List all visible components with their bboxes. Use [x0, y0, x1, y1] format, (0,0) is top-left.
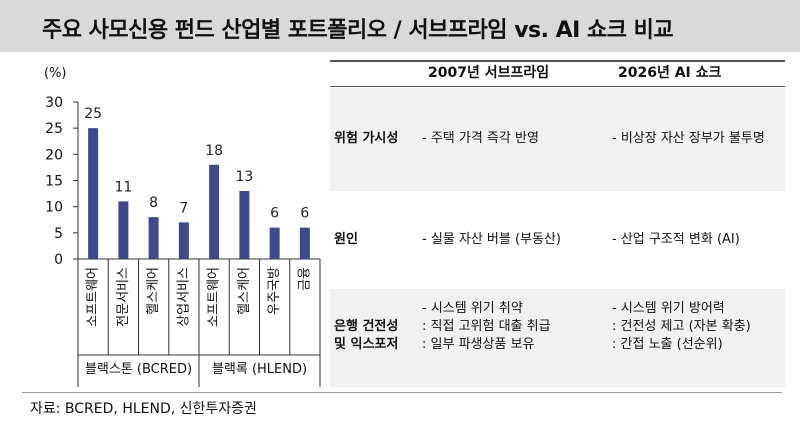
source-note: 자료: BCRED, HLEND, 신한투자증권: [30, 401, 257, 417]
row-head-line: 원인: [334, 232, 358, 247]
bar-chart-svg: (%) 0 5 10 15 20 25 30 블랙스톤 (BCRED) 블랙록 (HLEND) 25…: [44, 66, 321, 387]
cell-line: - 실물 자산 버블 (부동산): [422, 232, 562, 247]
category-label: 상업서비스: [176, 267, 191, 327]
source-rule: [22, 392, 782, 393]
category-label: 우주국방: [267, 267, 282, 315]
bar: [178, 222, 189, 259]
row-head-line: 위험 가시성: [334, 131, 399, 146]
data-label: 25: [84, 106, 102, 122]
group-label: 블랙스톤 (BCRED): [85, 362, 192, 377]
row-head-line: 은행 건전성: [334, 319, 399, 334]
group-label: 블랙록 (HLEND): [212, 362, 307, 377]
cell-2007-visibility: - 주택 가격 즉각 반영: [422, 130, 539, 148]
y-tick-label: 5: [54, 226, 63, 242]
category-label: 헬스케어: [237, 267, 252, 315]
cell-line: : 일부 파생상품 보유: [422, 337, 535, 352]
cell-2026-bank: - 시스템 위기 방어력 : 건전성 제고 (자본 확충) : 간접 노출 (선…: [612, 300, 751, 354]
cell-line: - 비상장 자산 장부가 불투명: [612, 131, 765, 146]
data-label: 8: [149, 195, 158, 211]
row-bg-bank: [330, 289, 785, 387]
row-head-bank: 은행 건전성 및 익스포저: [334, 318, 398, 354]
cell-line: : 건전성 제고 (자본 확충): [612, 319, 751, 334]
cell-line: - 주택 가격 즉각 반영: [422, 131, 539, 146]
data-label: 13: [235, 169, 253, 185]
category-label: 헬스케어: [146, 267, 161, 315]
y-tick-label: 20: [45, 147, 63, 163]
y-tick-label: 15: [45, 174, 63, 190]
data-label: 6: [270, 206, 279, 222]
bar: [118, 201, 129, 259]
y-tick-label: 25: [45, 121, 63, 137]
category-label: 소프트웨어: [86, 267, 101, 327]
comparison-table: 2007년 서브프라임 2026년 AI 쇼크 위험 가시성 - 주택 가격 즉…: [330, 60, 785, 390]
bar: [299, 227, 310, 259]
cell-line: - 시스템 위기 취약: [422, 301, 523, 316]
page-title: 주요 사모신용 펀드 산업별 포트폴리오 / 서브프라임 vs. AI 쇼크 비…: [42, 18, 674, 43]
bar: [209, 164, 220, 259]
bar: [148, 217, 159, 259]
cell-2007-bank: - 시스템 위기 취약 : 직접 고위험 대출 취급 : 일부 파생상품 보유: [422, 300, 551, 354]
col-header-2026: 2026년 AI 쇼크: [618, 65, 722, 81]
bar-chart: (%) 0 5 10 15 20 25 30 블랙스톤 (BCRED) 블랙록 (HLEND) 25…: [0, 60, 330, 390]
col-header-2007: 2007년 서브프라임: [428, 65, 550, 81]
y-tick-label: 0: [54, 252, 63, 268]
cell-2007-cause: - 실물 자산 버블 (부동산): [422, 231, 561, 249]
cell-2026-cause: - 산업 구조적 변화 (AI): [612, 231, 740, 249]
row-head-cause: 원인: [334, 231, 358, 249]
bar: [239, 190, 250, 259]
data-label: 7: [179, 200, 188, 216]
y-tick-label: 10: [45, 200, 63, 216]
category-label: 전문서비스: [116, 267, 131, 327]
data-label: 11: [114, 179, 132, 195]
cell-line: - 시스템 위기 방어력: [612, 301, 725, 316]
cell-2026-visibility: - 비상장 자산 장부가 불투명: [612, 130, 765, 148]
cell-line: : 직접 고위험 대출 취급: [422, 319, 551, 334]
data-label: 6: [300, 206, 309, 222]
title-bar: [0, 0, 800, 52]
bar: [88, 128, 99, 259]
cell-line: : 간접 노출 (선순위): [612, 337, 723, 352]
y-axis-unit: (%): [44, 66, 67, 81]
cell-line: - 산업 구조적 변화 (AI): [612, 232, 740, 247]
header-rule: [330, 86, 785, 87]
row-head-visibility: 위험 가시성: [334, 130, 398, 148]
row-bg-cause: [330, 193, 785, 287]
bar: [269, 227, 280, 259]
table-top-rule: [330, 60, 785, 62]
data-label: 18: [205, 143, 223, 159]
category-label: 금융: [297, 267, 312, 291]
row-head-line: 및 익스포저: [334, 337, 399, 352]
row-bg-visibility: [330, 88, 785, 191]
y-tick-label: 30: [45, 95, 63, 111]
category-label: 소프트웨어: [207, 267, 222, 327]
